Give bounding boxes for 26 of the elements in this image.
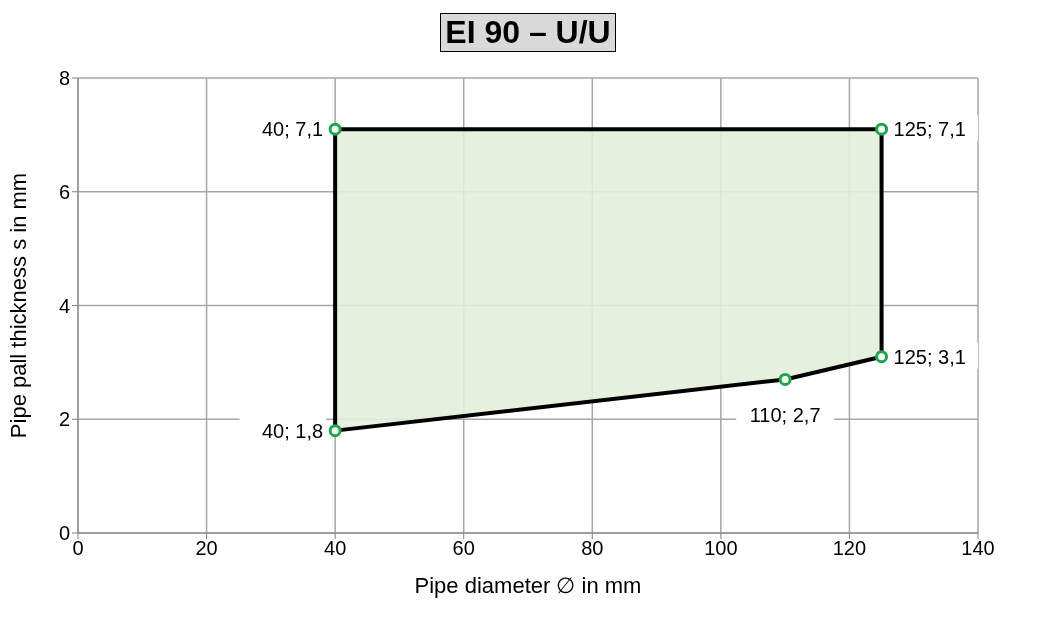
x-tick-label: 120 — [832, 537, 867, 560]
point — [778, 372, 792, 386]
x-tick-label: 0 — [72, 537, 84, 560]
y-axis-title: Pipe pall thickness s in mm — [5, 172, 31, 439]
x-tick-label: 100 — [704, 537, 738, 560]
data-label: 125; 3,1 — [893, 345, 966, 368]
x-tick-label: 80 — [581, 537, 604, 560]
x-axis-title: Pipe diameter ∅ in mm — [414, 573, 642, 598]
x-tick-label: 20 — [195, 537, 218, 560]
x-tick-label: 40 — [324, 537, 347, 560]
point — [328, 424, 342, 438]
x-tick-label: 140 — [961, 537, 995, 560]
data-label: 40; 7,1 — [261, 118, 324, 141]
data-label: 110; 2,7 — [749, 404, 821, 427]
point — [875, 122, 889, 136]
y-tick-label: 6 — [58, 180, 70, 203]
data-label: 125; 7,1 — [893, 118, 966, 141]
y-tick-label: 0 — [58, 522, 70, 545]
point — [875, 350, 889, 364]
y-tick-label: 4 — [58, 294, 70, 317]
point — [328, 122, 342, 136]
y-tick-label: 8 — [58, 67, 70, 90]
chart-title: EI 90 – U/U — [440, 13, 616, 52]
y-tick-label: 2 — [58, 408, 70, 431]
x-tick-label: 60 — [452, 537, 475, 560]
data-label: 40; 1,8 — [261, 419, 324, 442]
